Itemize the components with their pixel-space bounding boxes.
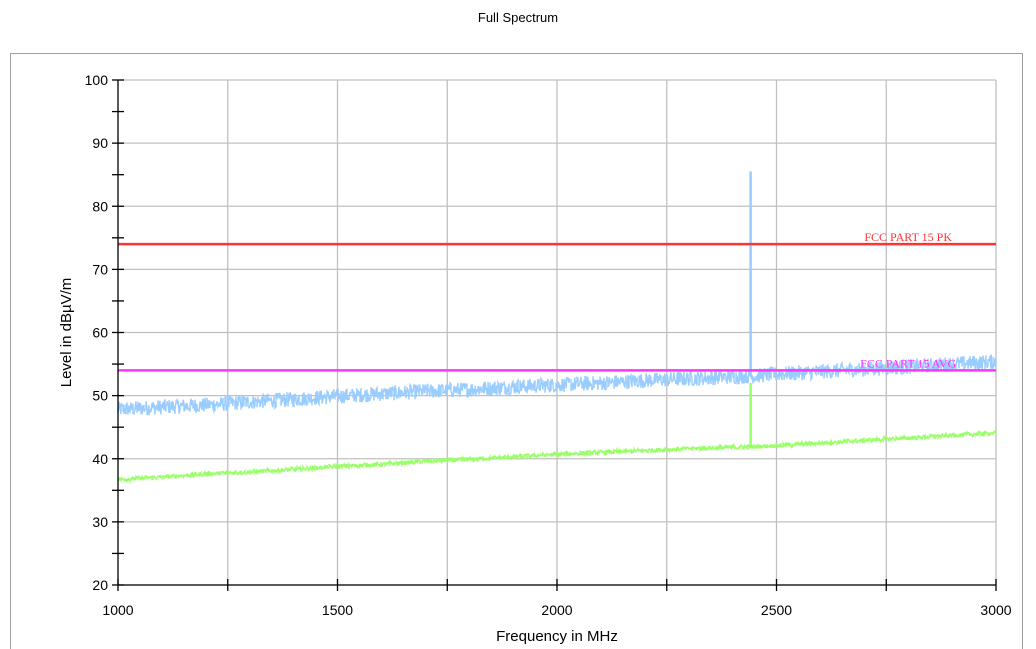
chart-title: Full Spectrum <box>478 10 558 25</box>
x-tick-label-3000: 3000 <box>980 602 1011 618</box>
x-tick-label-1000: 1000 <box>102 602 133 618</box>
trace-lines <box>117 171 997 484</box>
y-tick-label-100: 100 <box>85 72 109 88</box>
x-tick-label-2000: 2000 <box>541 602 572 618</box>
x-axis-label: Frequency in MHz <box>496 628 618 645</box>
x-tick-label-1500: 1500 <box>322 602 353 618</box>
trace-series-0 <box>117 354 997 416</box>
y-tick-label-30: 30 <box>92 514 108 530</box>
y-tick-label-20: 20 <box>92 577 108 593</box>
y-tick-label-40: 40 <box>92 451 108 467</box>
y-axis-label: Level in dBµV/m <box>58 278 75 388</box>
limit-label-0: FCC PART 15 PK <box>864 230 952 244</box>
y-tick-label-50: 50 <box>92 388 108 404</box>
y-tick-label-60: 60 <box>92 325 108 341</box>
x-tick-label-2500: 2500 <box>761 602 792 618</box>
y-tick-label-90: 90 <box>92 135 108 151</box>
limit-lines: FCC PART 15 PK FCC PART 15 AVG <box>118 230 996 372</box>
grid-lines <box>118 79 997 586</box>
limit-label-1: FCC PART 15 AVG <box>860 356 956 370</box>
tick-labels: 20 30 40 50 60 70 80 90 100 1000 1500 2000 2500 3000 <box>85 72 1012 618</box>
axes <box>112 79 997 591</box>
trace-series-1 <box>117 428 997 484</box>
y-tick-label-80: 80 <box>92 198 108 214</box>
chart-frame <box>10 53 1023 649</box>
y-tick-label-70: 70 <box>92 261 108 277</box>
